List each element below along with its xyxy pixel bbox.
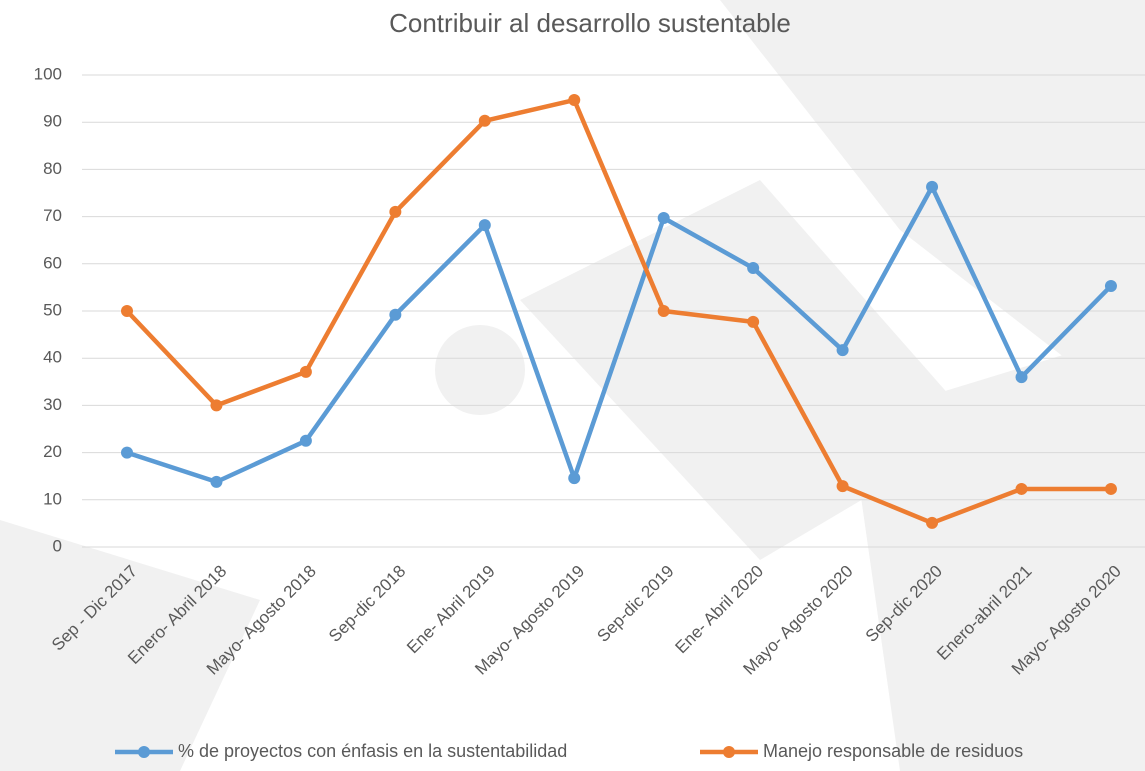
data-point [568,472,581,485]
watermark-shape [435,325,525,415]
data-point [836,344,849,357]
data-point [299,434,312,447]
y-tick-label: 10 [43,489,62,508]
legend-label: % de proyectos con énfasis en la sustent… [178,741,567,761]
watermark-shape [850,330,1145,771]
x-tick-label: Sep-dic 2018 [325,562,409,646]
data-point [389,205,402,218]
legend-marker [138,746,150,758]
data-point [478,114,491,127]
series-line [125,97,1111,526]
y-tick-label: 80 [43,159,62,178]
chart-title: Contribuir al desarrollo sustentable [389,8,791,38]
data-point [299,365,312,378]
data-point [926,516,939,529]
legend-marker [723,746,735,758]
data-point [1104,482,1117,495]
watermark-shape [720,0,1145,420]
data-point [926,180,939,193]
data-point [747,315,760,328]
data-point [1015,371,1028,384]
data-point [836,480,849,493]
y-tick-label: 70 [43,206,62,225]
data-point [1015,482,1028,495]
watermark-shape [0,520,260,771]
y-tick-label: 20 [43,442,62,461]
data-point [389,308,402,321]
data-point [568,94,581,107]
y-tick-label: 30 [43,395,62,414]
x-tick-label: Ene- Abril 2020 [672,562,768,658]
x-tick-label: Sep-dic 2019 [593,562,677,646]
data-point [657,305,670,317]
data-point [1104,279,1117,292]
watermark-shape [900,50,980,130]
y-tick-label: 100 [34,64,62,83]
legend-label: Manejo responsable de residuos [763,741,1023,761]
y-tick-label: 0 [53,536,62,555]
data-point [210,399,223,412]
y-tick-label: 60 [43,253,62,272]
y-tick-label: 50 [43,300,62,319]
data-point [121,446,133,459]
y-tick-label: 40 [43,348,62,367]
data-point [657,212,670,225]
x-tick-label: Ene- Abril 2019 [403,562,499,658]
data-point [747,262,760,275]
data-point [210,475,223,488]
series-line [126,184,1113,485]
data-point [121,305,133,317]
data-point [478,219,491,232]
y-tick-label: 90 [43,112,62,131]
